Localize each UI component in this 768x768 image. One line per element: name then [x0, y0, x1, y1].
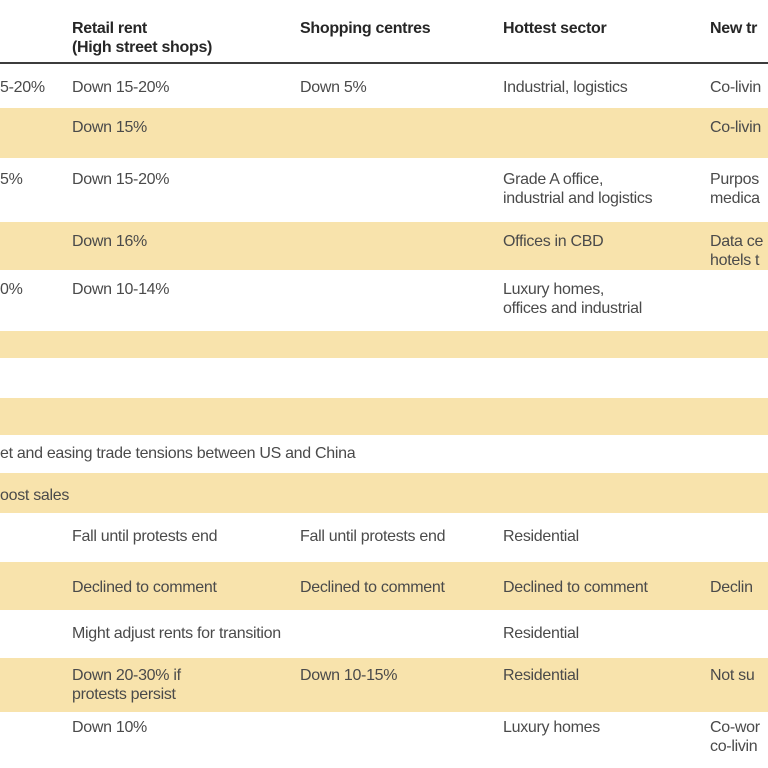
table-cell: Not su: [710, 667, 755, 684]
table-cell: Down 15%: [72, 119, 147, 136]
cell-line: medica: [710, 190, 760, 207]
table-header-row: Retail rent (High street shops) Shopping…: [0, 0, 768, 64]
table-cell: [0, 624, 62, 643]
table-row-empty: [0, 331, 768, 358]
table-cell: [300, 232, 493, 270]
cell-line: hotels t: [710, 252, 760, 269]
table-cell: Co-wor co-livin: [710, 718, 768, 756]
cell-line: industrial and logistics: [503, 190, 653, 207]
table-row: 5-20% Down 15-20% Down 5% Industrial, lo…: [0, 64, 768, 108]
table-cell: [300, 718, 493, 756]
table-cell: [0, 232, 62, 270]
table-cell: [710, 624, 768, 643]
table-row: Down 16% Offices in CBD Data ce hotels t: [0, 222, 768, 270]
table-cell: [300, 624, 493, 643]
table-cell: Co-livin: [710, 119, 761, 136]
table-cell: Declined to comment: [503, 579, 648, 596]
cell-line: Grade A office,: [503, 171, 604, 188]
table-row: Fall until protests end Fall until prote…: [0, 513, 768, 562]
column-header-hottest-sector: Hottest sector: [503, 20, 607, 37]
table-row: Might adjust rents for transition Reside…: [0, 610, 768, 658]
table-cell: Down 10-15%: [300, 667, 398, 684]
table-cell: Residential: [503, 625, 579, 642]
header-line: (High street shops): [72, 39, 213, 56]
table-cell: [710, 527, 768, 546]
table-cell: Down 16%: [72, 233, 147, 250]
table-cell: [0, 718, 62, 756]
table-cell: Offices in CBD: [503, 233, 604, 250]
table-row: Down 15% Co-livin: [0, 108, 768, 158]
table-cell: Down 10-14%: [72, 281, 170, 298]
table-cell: Declined to comment: [300, 579, 445, 596]
table-cell: [300, 170, 493, 208]
table-cell: Fall until protests end: [72, 528, 218, 545]
header-line: Retail rent: [72, 20, 147, 37]
table-cell: Declin: [710, 579, 753, 596]
table-cell: Industrial, logistics: [503, 79, 628, 96]
table-cell: Luxury homes: [503, 719, 600, 736]
table-cell: [0, 118, 62, 137]
cell-line: Down 20-30% if: [72, 667, 181, 684]
table-cell: Fall until protests end: [300, 528, 446, 545]
column-header-retail-rent: Retail rent (High street shops): [72, 19, 290, 57]
column-header-shopping-centres: Shopping centres: [300, 20, 431, 37]
table-cell: Declined to comment: [72, 579, 217, 596]
table-row: 5% Down 15-20% Grade A office, industria…: [0, 158, 768, 222]
cell-line: Data ce: [710, 233, 764, 250]
table-row-note: oost sales: [0, 473, 768, 513]
table-row-empty: [0, 358, 768, 398]
note-text: et and easing trade tensions between US …: [0, 445, 356, 462]
table-cell: Down 10%: [72, 719, 147, 736]
table-row: Down 20-30% if protests persist Down 10-…: [0, 658, 768, 712]
table-cell: Might adjust rents for transition: [72, 625, 281, 642]
table-cell: Luxury homes, offices and industrial: [503, 280, 700, 318]
table-cell: Grade A office, industrial and logistics: [503, 170, 700, 208]
table-cell: 0%: [0, 281, 23, 298]
table-row: Declined to comment Declined to comment …: [0, 562, 768, 610]
cell-line: offices and industrial: [503, 300, 642, 317]
table-cell: [0, 527, 62, 546]
table-cell: Co-livin: [710, 79, 761, 96]
table-cell: [710, 280, 768, 318]
table-cell: Down 15-20%: [72, 79, 170, 96]
table-cell: [0, 666, 62, 704]
column-header-empty: [0, 19, 62, 57]
table-row: Down 10% Luxury homes Co-wor co-livin: [0, 712, 768, 768]
table-cell: Purpos medica: [710, 170, 768, 208]
table-row: 0% Down 10-14% Luxury homes, offices and…: [0, 270, 768, 331]
table-cell: [300, 280, 493, 318]
cell-line: co-livin: [710, 738, 758, 755]
cell-line: Purpos: [710, 171, 759, 188]
table-cell: [0, 578, 62, 597]
table-row-empty: [0, 398, 768, 435]
table-cell: Down 5%: [300, 79, 367, 96]
cell-line: Co-wor: [710, 719, 760, 736]
table-cell: Data ce hotels t: [710, 232, 768, 270]
table-cell: [503, 118, 700, 137]
cell-line: Luxury homes,: [503, 281, 605, 298]
table-cell: Residential: [503, 528, 579, 545]
table-cell: Residential: [503, 667, 579, 684]
note-text: oost sales: [0, 487, 70, 504]
table-cell: Down 20-30% if protests persist: [72, 666, 290, 704]
table-cell: 5-20%: [0, 79, 45, 96]
cell-line: protests persist: [72, 686, 176, 703]
table-row-note: et and easing trade tensions between US …: [0, 435, 768, 473]
table-cell: 5%: [0, 171, 23, 188]
table-cell: Down 15-20%: [72, 171, 170, 188]
table-cell: [300, 118, 493, 137]
column-header-new-trends: New tr: [710, 20, 758, 37]
